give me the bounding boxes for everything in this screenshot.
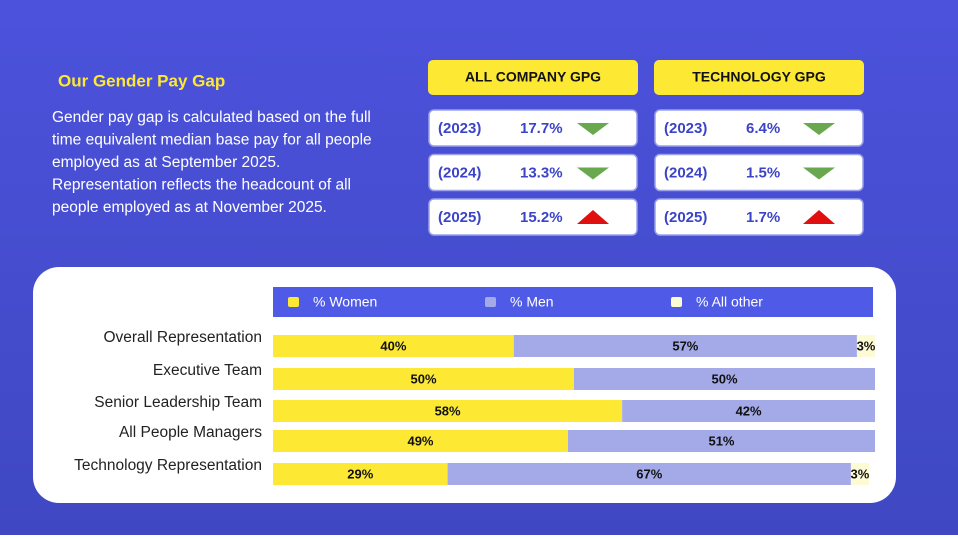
description-line: employed as at September 2025. xyxy=(52,154,280,171)
year: (2025) xyxy=(664,209,707,226)
category-label: Overall Representation xyxy=(103,329,262,346)
trend-arrow-up xyxy=(577,210,609,224)
legend-label: % Women xyxy=(313,294,377,310)
data-label: 57% xyxy=(672,338,698,353)
data-label: 50% xyxy=(410,371,436,386)
data-label: 51% xyxy=(708,433,734,448)
gpg-value: 17.7% xyxy=(520,120,563,137)
year: (2024) xyxy=(438,164,481,181)
data-label: 3% xyxy=(857,338,876,353)
data-label: 3% xyxy=(851,466,870,481)
bar-segment xyxy=(273,463,448,485)
card-row xyxy=(428,198,638,236)
bar-segment xyxy=(850,463,869,485)
data-label: 67% xyxy=(636,466,662,481)
trend-arrow-down xyxy=(803,123,835,135)
bar-segment xyxy=(273,430,568,452)
category-label: All People Managers xyxy=(119,424,262,441)
data-label: 42% xyxy=(736,403,762,418)
trend-arrow-down xyxy=(577,167,609,180)
bar-segment xyxy=(447,463,851,485)
card-row xyxy=(428,109,638,147)
legend-label: % All other xyxy=(696,294,763,310)
gpg-value: 13.3% xyxy=(520,164,563,181)
card-row xyxy=(428,153,638,192)
bar-segment xyxy=(567,430,875,452)
data-label: 50% xyxy=(711,371,737,386)
gpg-value: 15.2% xyxy=(520,209,563,226)
gpg-value: 1.7% xyxy=(746,209,780,226)
bar-segment xyxy=(856,335,875,357)
legend-swatch xyxy=(671,297,682,307)
legend-label: % Men xyxy=(510,294,554,310)
data-label: 29% xyxy=(347,466,373,481)
category-label: Technology Representation xyxy=(74,457,262,474)
card-row xyxy=(654,153,864,192)
gpg-value: 6.4% xyxy=(746,120,780,137)
title: Our Gender Pay Gap xyxy=(58,71,225,90)
legend-bar xyxy=(273,287,873,317)
legend-swatch xyxy=(288,297,299,307)
description-line: time equivalent median base pay for all … xyxy=(52,132,372,149)
gpg-value: 1.5% xyxy=(746,164,780,181)
card-row xyxy=(654,109,864,147)
year: (2025) xyxy=(438,209,481,226)
data-label: 40% xyxy=(380,338,406,353)
year: (2023) xyxy=(438,120,481,137)
card-header xyxy=(654,60,864,95)
trend-arrow-down xyxy=(803,167,835,180)
trend-arrow-up xyxy=(803,210,835,224)
card-title: TECHNOLOGY GPG xyxy=(692,69,826,85)
data-label: 49% xyxy=(407,433,433,448)
bar-segment xyxy=(273,368,574,390)
data-label: 58% xyxy=(435,403,461,418)
description-line: Gender pay gap is calculated based on th… xyxy=(52,109,371,126)
card-row xyxy=(654,198,864,236)
legend-swatch xyxy=(485,297,496,307)
trend-arrow-down xyxy=(577,123,609,135)
description-line: Representation reflects the headcount of… xyxy=(52,177,351,194)
category-label: Executive Team xyxy=(153,362,262,379)
bar-segment xyxy=(273,400,623,422)
bar-segment xyxy=(622,400,875,422)
bar-segment xyxy=(574,368,875,390)
card-header xyxy=(428,60,638,95)
year: (2023) xyxy=(664,120,707,137)
category-label: Senior Leadership Team xyxy=(94,394,262,411)
bar-segment xyxy=(513,335,857,357)
description-line: people employed as at November 2025. xyxy=(52,199,327,216)
card-title: ALL COMPANY GPG xyxy=(465,69,601,85)
bar-segment xyxy=(273,335,514,357)
year: (2024) xyxy=(664,164,707,181)
